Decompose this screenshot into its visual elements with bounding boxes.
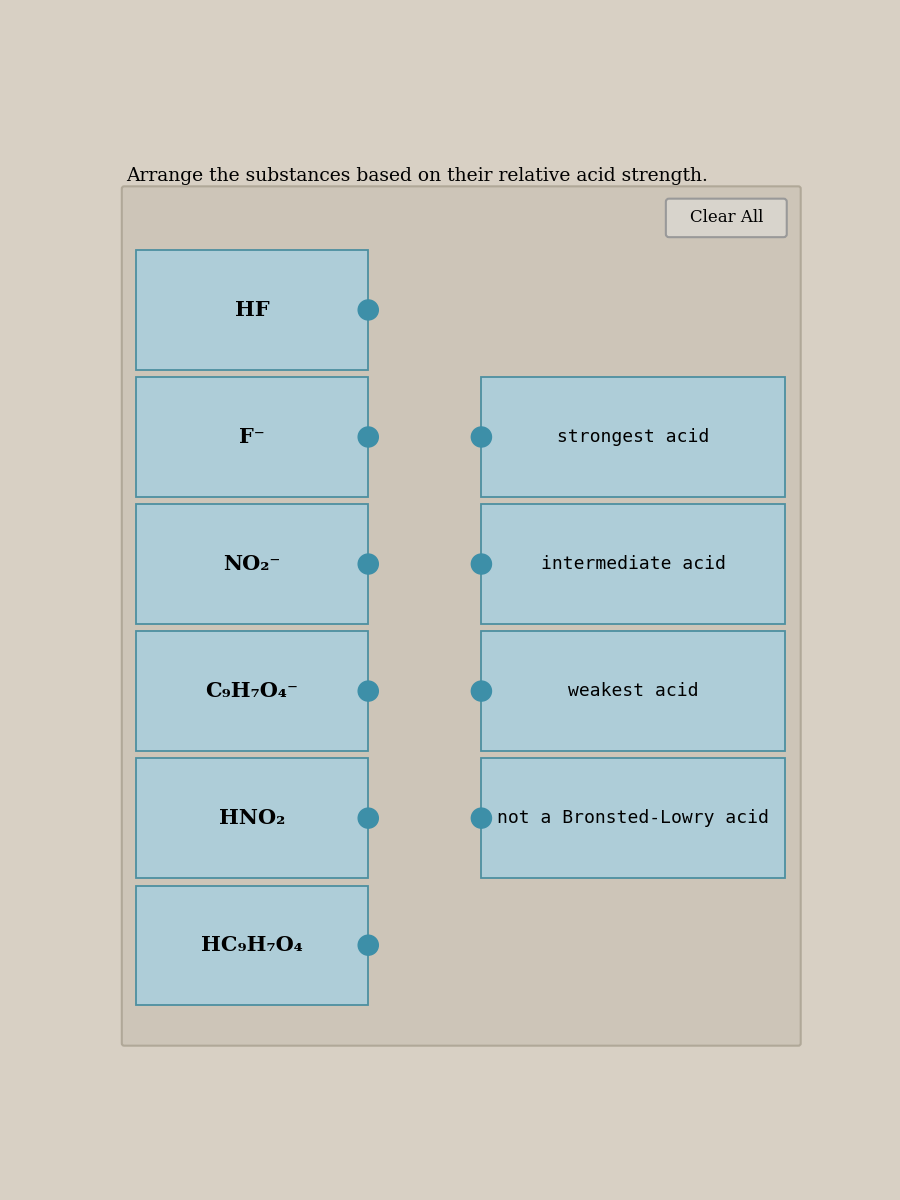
- Text: strongest acid: strongest acid: [557, 428, 709, 446]
- FancyBboxPatch shape: [666, 199, 787, 238]
- Circle shape: [358, 554, 378, 574]
- Text: F⁻: F⁻: [239, 427, 265, 446]
- FancyBboxPatch shape: [136, 758, 368, 878]
- Text: Arrange the substances based on their relative acid strength.: Arrange the substances based on their re…: [126, 167, 708, 185]
- Text: HC₉H₇O₄: HC₉H₇O₄: [201, 935, 303, 955]
- FancyBboxPatch shape: [482, 504, 785, 624]
- Circle shape: [472, 554, 491, 574]
- Text: C₉H₇O₄⁻: C₉H₇O₄⁻: [205, 682, 299, 701]
- FancyBboxPatch shape: [482, 377, 785, 497]
- Text: weakest acid: weakest acid: [568, 682, 698, 700]
- Circle shape: [472, 427, 491, 446]
- Text: not a Bronsted-Lowry acid: not a Bronsted-Lowry acid: [498, 809, 770, 827]
- FancyBboxPatch shape: [136, 251, 368, 370]
- Text: Clear All: Clear All: [689, 210, 763, 227]
- Circle shape: [358, 682, 378, 701]
- FancyBboxPatch shape: [136, 504, 368, 624]
- FancyBboxPatch shape: [482, 758, 785, 878]
- FancyBboxPatch shape: [122, 186, 801, 1045]
- Text: NO₂⁻: NO₂⁻: [223, 554, 281, 574]
- FancyBboxPatch shape: [482, 631, 785, 751]
- Circle shape: [358, 935, 378, 955]
- Text: HNO₂: HNO₂: [219, 808, 285, 828]
- Circle shape: [358, 427, 378, 446]
- Circle shape: [472, 808, 491, 828]
- Circle shape: [358, 300, 378, 320]
- Circle shape: [358, 808, 378, 828]
- Text: intermediate acid: intermediate acid: [541, 556, 725, 574]
- Text: HF: HF: [235, 300, 269, 320]
- FancyBboxPatch shape: [136, 377, 368, 497]
- FancyBboxPatch shape: [136, 631, 368, 751]
- FancyBboxPatch shape: [136, 886, 368, 1004]
- Circle shape: [472, 682, 491, 701]
